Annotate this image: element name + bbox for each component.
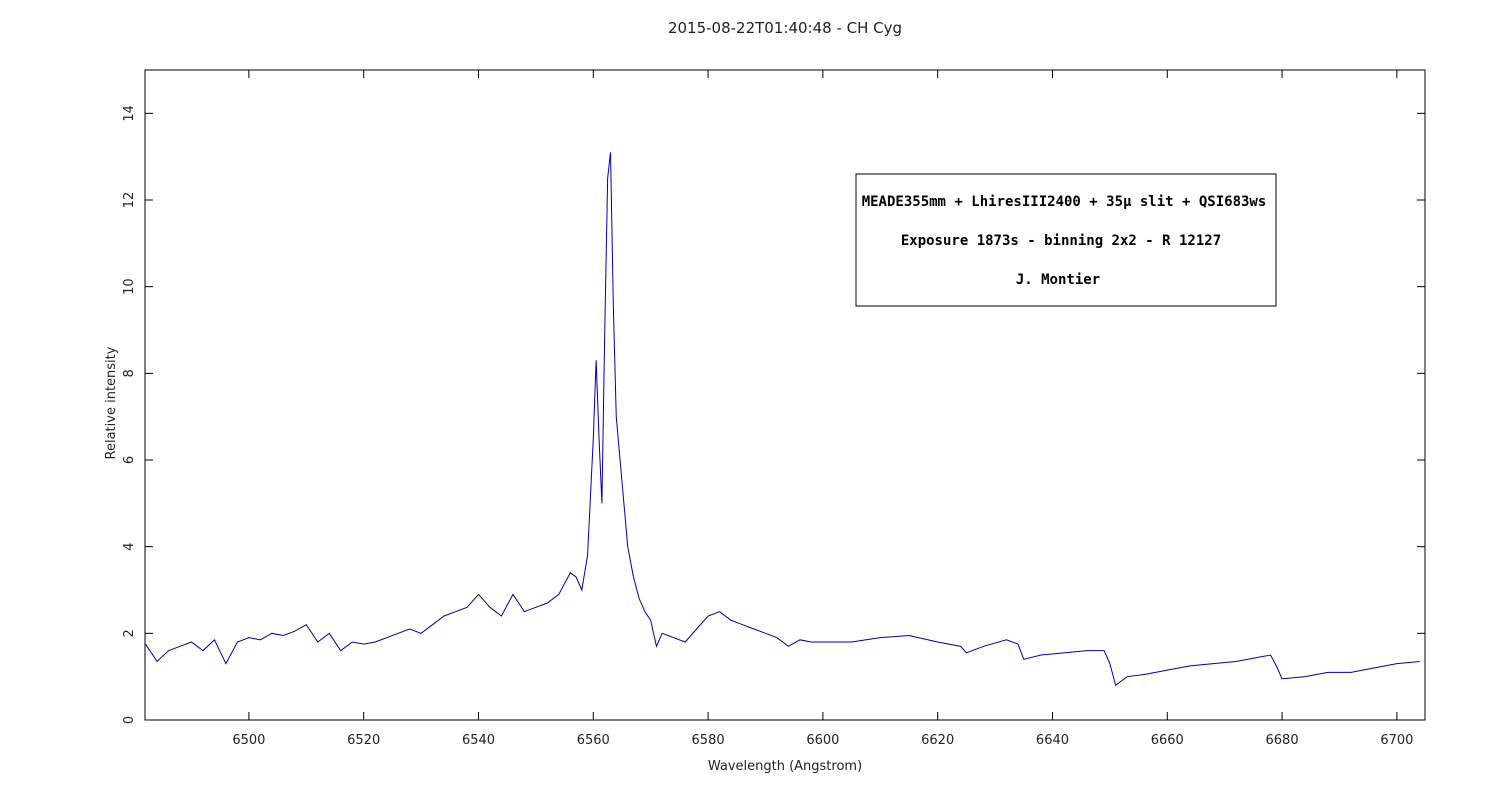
x-tick-label: 6580 xyxy=(692,733,725,748)
x-axis-label: Wavelength (Angstrom) xyxy=(708,759,862,774)
annotation-box xyxy=(855,173,1277,307)
x-tick-label: 6600 xyxy=(806,733,839,748)
annotation: J. Montier xyxy=(1016,272,1100,288)
x-tick-label: 6620 xyxy=(921,733,954,748)
plot-frame xyxy=(144,69,1426,721)
y-tick-label: 0 xyxy=(122,716,137,724)
y-axis-label: Relative intensity xyxy=(104,346,119,459)
x-tick-label: 6660 xyxy=(1151,733,1184,748)
annotation: Exposure 1873s - binning 2x2 - R 12127 xyxy=(901,233,1221,249)
x-tick-label: 6560 xyxy=(577,733,610,748)
y-tick-label: 2 xyxy=(122,629,137,637)
y-tick-label: 6 xyxy=(122,456,137,464)
x-tick-label: 6640 xyxy=(1036,733,1069,748)
x-tick-label: 6700 xyxy=(1380,733,1413,748)
x-tick-label: 6520 xyxy=(347,733,380,748)
y-tick-label: 10 xyxy=(122,278,137,295)
spectrum-line xyxy=(145,152,1420,687)
chart-title: 2015-08-22T01:40:48 - CH Cyg xyxy=(668,19,902,37)
y-tick-label: 12 xyxy=(122,192,137,209)
x-tick-label: 6500 xyxy=(232,733,265,748)
y-tick-label: 8 xyxy=(122,369,137,377)
y-tick-label: 14 xyxy=(122,105,137,122)
annotation: MEADE355mm + LhiresIII2400 + 35µ slit + … xyxy=(862,194,1267,210)
y-tick-label: 4 xyxy=(122,543,137,551)
x-tick-label: 6540 xyxy=(462,733,495,748)
x-tick-label: 6680 xyxy=(1266,733,1299,748)
